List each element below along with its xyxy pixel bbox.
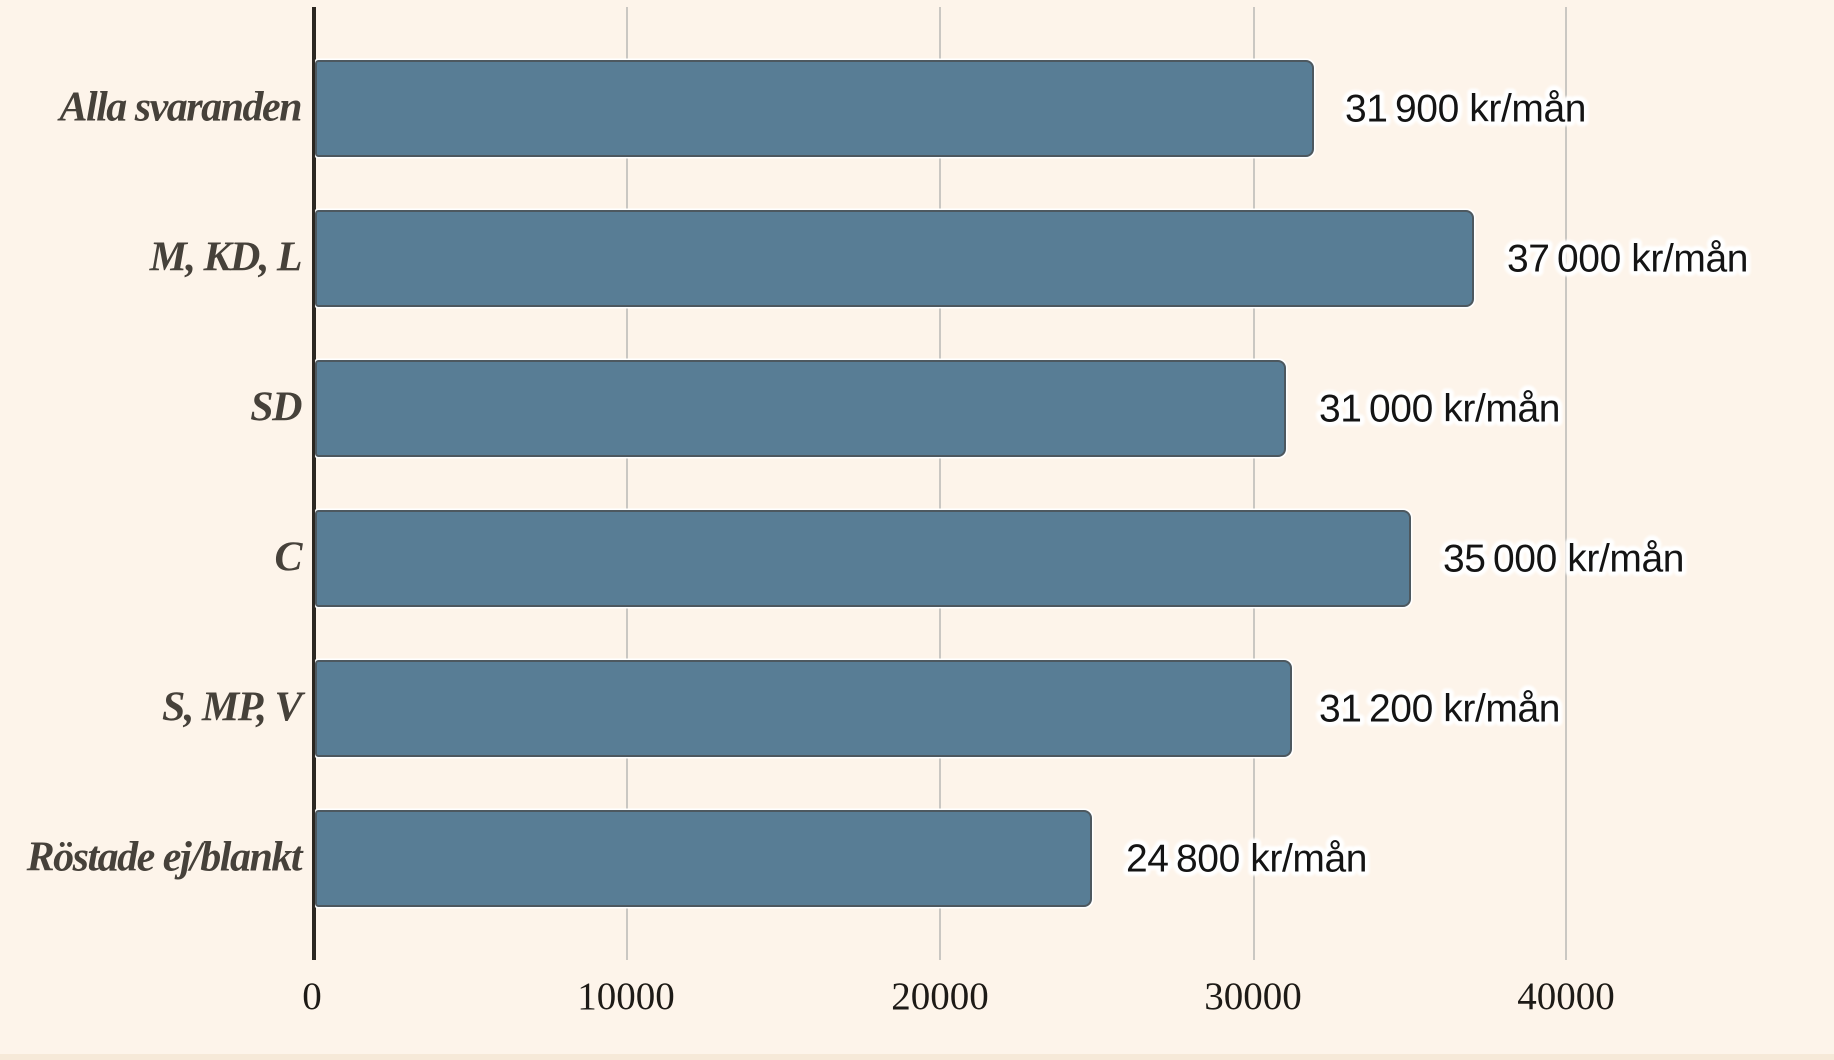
svg-text:C: C xyxy=(274,535,303,581)
svg-text:20000: 20000 xyxy=(891,975,989,1018)
svg-text:Röstade ej/blankt: Röstade ej/blankt xyxy=(26,835,304,881)
svg-text:35 000 kr/mån: 35 000 kr/mån xyxy=(1443,538,1684,581)
svg-text:30000: 30000 xyxy=(1204,975,1302,1018)
svg-text:24 800 kr/mån: 24 800 kr/mån xyxy=(1126,838,1367,881)
svg-text:M, KD, L: M, KD, L xyxy=(149,235,301,281)
svg-text:31 900 kr/mån: 31 900 kr/mån xyxy=(1345,88,1586,131)
svg-text:37 000 kr/mån: 37 000 kr/mån xyxy=(1507,238,1748,281)
svg-text:31 200 kr/mån: 31 200 kr/mån xyxy=(1319,688,1560,731)
svg-text:40000: 40000 xyxy=(1517,975,1615,1018)
svg-text:S, MP, V: S, MP, V xyxy=(162,685,305,731)
svg-text:0: 0 xyxy=(302,975,322,1018)
svg-text:37 000 kr/mån: 37 000 kr/mån xyxy=(1507,238,1748,281)
svg-text:Alla svaranden: Alla svaranden xyxy=(56,85,301,131)
svg-text:31 000 kr/mån: 31 000 kr/mån xyxy=(1319,388,1560,431)
svg-text:35 000 kr/mån: 35 000 kr/mån xyxy=(1443,538,1684,581)
svg-text:31 900 kr/mån: 31 900 kr/mån xyxy=(1345,88,1586,131)
svg-text:31 000 kr/mån: 31 000 kr/mån xyxy=(1319,388,1560,431)
svg-text:24 800 kr/mån: 24 800 kr/mån xyxy=(1126,838,1367,881)
svg-text:31 200 kr/mån: 31 200 kr/mån xyxy=(1319,688,1560,731)
svg-text:SD: SD xyxy=(250,385,302,431)
svg-text:10000: 10000 xyxy=(577,975,675,1018)
